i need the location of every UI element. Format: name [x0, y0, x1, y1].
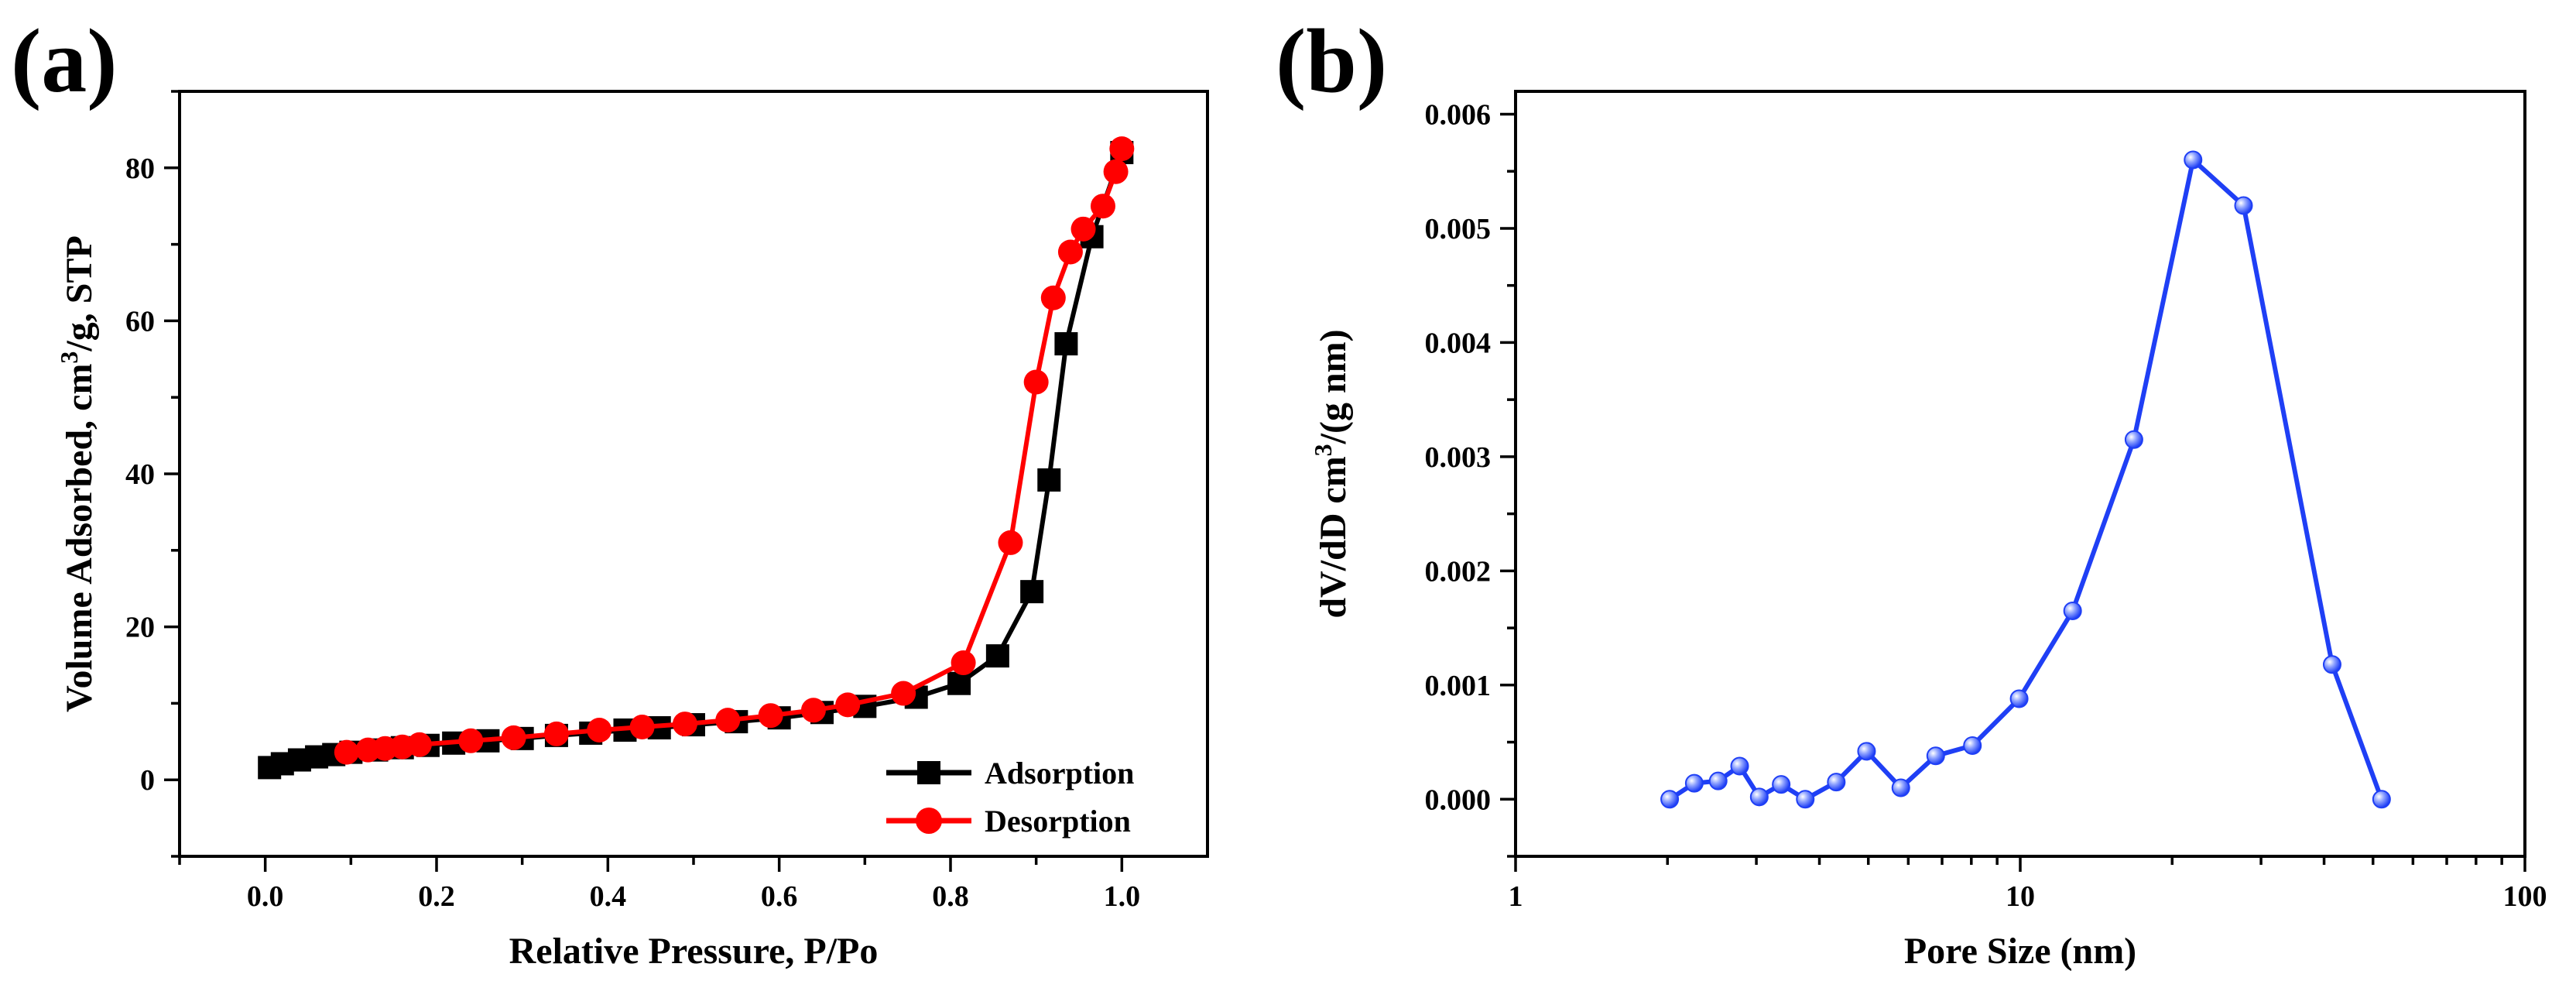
adsorption-point — [1054, 332, 1078, 356]
x-tick-label: 10 — [2006, 880, 2035, 913]
panel-b-series — [1660, 150, 2391, 809]
panel-a-ylabel-tail: /g, STP — [59, 235, 100, 352]
panel-b-frame — [1514, 90, 2526, 858]
panel-a-label: (a) — [11, 10, 118, 111]
desorption-point — [715, 708, 741, 733]
panel-a-xlabel: Relative Pressure, P/Po — [509, 931, 879, 972]
panel-b-label: (b) — [1276, 10, 1387, 111]
series-adsorption-line — [269, 151, 1125, 770]
pore-size-point — [1684, 773, 1704, 793]
desorption-point — [1070, 216, 1096, 242]
desorption-point — [998, 530, 1023, 555]
desorption-point — [951, 650, 976, 676]
panel-b-pore-size-distribution: (b) 1 10 100 0.000 0.001 0.002 0.003 0.004 0.005… — [1276, 10, 2547, 972]
pore-size-point — [1749, 787, 1769, 807]
panel-b-ylabel-sup: 3 — [1309, 444, 1337, 456]
y-tick-label: 60 — [125, 305, 155, 338]
y-tick-label: 80 — [125, 153, 155, 185]
pore-size-point — [2234, 196, 2253, 215]
desorption-point — [835, 692, 861, 718]
pore-size-point — [1730, 756, 1749, 776]
x-tick-label: 0.6 — [761, 880, 798, 913]
panel-a-ticks — [164, 90, 1124, 872]
panel-a-adsorption-isotherm: (a) 0.0 0.2 0.4 0.6 0.8 1.0 0 20 40 60 80 Adsorpti… — [11, 10, 1209, 972]
pore-size-point — [1708, 771, 1728, 791]
adsorption-point — [985, 644, 1009, 668]
y-tick-label: 20 — [125, 612, 155, 644]
panel-a-ylabel-main: Volume Adsorbed, cm — [59, 364, 100, 712]
desorption-point — [672, 712, 697, 737]
panel-b-tick-labels: 1 10 100 0.000 0.001 0.002 0.003 0.004 0.005 0.00… — [1425, 98, 2547, 913]
desorption-point — [543, 721, 569, 746]
desorption-point — [406, 732, 432, 757]
desorption-point — [334, 739, 359, 765]
y-tick-label: 0.003 — [1425, 441, 1492, 474]
pore-size-point — [1857, 742, 1876, 761]
x-tick-label: 0.8 — [932, 880, 969, 913]
desorption-point — [1109, 136, 1135, 162]
panel-a-ylabel-sup: 3 — [55, 352, 83, 364]
y-tick-label: 0.006 — [1425, 98, 1492, 131]
desorption-point — [1057, 239, 1083, 265]
pore-size-point — [1891, 778, 1910, 797]
adsorption-point — [947, 671, 971, 695]
panel-b-ylabel-tail: /(g nm) — [1313, 329, 1354, 444]
desorption-point — [758, 703, 783, 729]
x-tick-label: 0.4 — [590, 880, 627, 913]
x-tick-label: 100 — [2503, 880, 2547, 913]
x-tick-label: 1.0 — [1104, 880, 1141, 913]
pore-size-point — [1963, 736, 1982, 755]
panel-b-ylabel-main: dV/dD cm — [1313, 456, 1354, 618]
panel-b-xlabel: Pore Size (nm) — [1904, 931, 2136, 972]
panel-b-ylabel: dV/dD cm3/(g nm) — [1309, 329, 1354, 618]
x-tick-label: 0.0 — [247, 880, 284, 913]
desorption-point — [891, 681, 916, 706]
desorption-point — [629, 715, 655, 740]
desorption-point — [587, 717, 612, 742]
panel-a-legend: Adsorption Desorption — [886, 756, 1134, 839]
panel-a-series — [258, 136, 1135, 780]
pore-size-point — [2322, 655, 2341, 674]
y-tick-label: 0.004 — [1425, 327, 1492, 359]
pore-size-point — [2184, 150, 2203, 170]
desorption-point — [1090, 194, 1115, 219]
adsorption-point — [1037, 468, 1061, 492]
desorption-point — [800, 698, 826, 723]
pore-size-point — [2063, 601, 2082, 620]
pore-size-point — [1926, 746, 1945, 766]
pore-size-point — [1827, 773, 1846, 792]
desorption-point — [458, 728, 484, 753]
y-tick-label: 0.002 — [1425, 555, 1492, 588]
pore-size-point — [2372, 790, 2391, 809]
y-tick-label: 0 — [140, 764, 155, 797]
x-tick-label: 1 — [1509, 880, 1523, 913]
legend-adsorption-marker — [917, 761, 940, 784]
pore-size-point — [2009, 689, 2029, 708]
desorption-point — [1023, 369, 1049, 395]
y-tick-label: 0.001 — [1425, 670, 1492, 702]
pore-size-point — [1796, 790, 1815, 809]
desorption-point — [1103, 159, 1129, 184]
desorption-point — [501, 725, 526, 750]
panel-a-ylabel: Volume Adsorbed, cm3/g, STP — [55, 235, 100, 712]
y-tick-label: 40 — [125, 458, 155, 491]
panel-a-tick-labels: 0.0 0.2 0.4 0.6 0.8 1.0 0 20 40 60 80 — [125, 153, 1140, 913]
panel-b-ticks — [1500, 112, 2526, 872]
x-tick-label: 0.2 — [418, 880, 455, 913]
legend-desorption-label: Desorption — [985, 804, 1131, 839]
pore-size-point — [1772, 775, 1791, 794]
legend-adsorption-label: Adsorption — [985, 756, 1134, 791]
pore-size-point — [2124, 430, 2143, 449]
pore-size-point — [1660, 790, 1680, 809]
legend-desorption-marker — [916, 808, 942, 834]
y-tick-label: 0.000 — [1425, 784, 1492, 816]
y-tick-label: 0.005 — [1425, 213, 1492, 245]
desorption-point — [1040, 285, 1066, 310]
adsorption-point — [1020, 580, 1044, 604]
